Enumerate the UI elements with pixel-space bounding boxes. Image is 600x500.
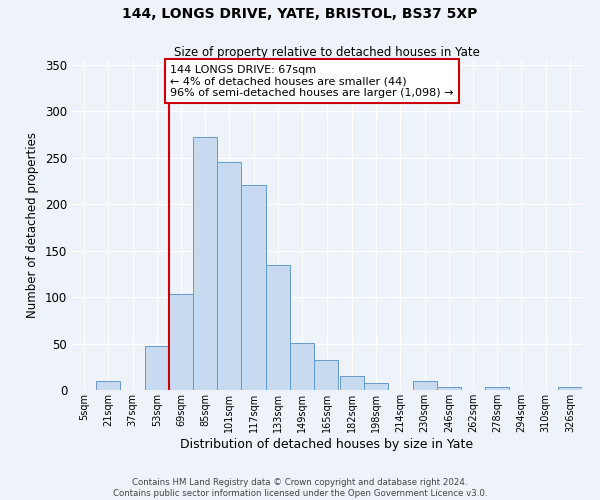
Bar <box>413 380 437 390</box>
Bar <box>169 294 193 390</box>
Text: Contains HM Land Registry data © Crown copyright and database right 2024.
Contai: Contains HM Land Registry data © Crown c… <box>113 478 487 498</box>
Text: 144 LONGS DRIVE: 67sqm
← 4% of detached houses are smaller (44)
96% of semi-deta: 144 LONGS DRIVE: 67sqm ← 4% of detached … <box>170 64 454 98</box>
Bar <box>96 380 121 390</box>
Bar <box>145 346 169 390</box>
Bar <box>437 387 461 390</box>
Bar <box>266 264 290 390</box>
X-axis label: Distribution of detached houses by size in Yate: Distribution of detached houses by size … <box>181 438 473 450</box>
Text: 144, LONGS DRIVE, YATE, BRISTOL, BS37 5XP: 144, LONGS DRIVE, YATE, BRISTOL, BS37 5X… <box>122 8 478 22</box>
Bar <box>314 360 338 390</box>
Bar <box>290 342 314 390</box>
Bar <box>485 387 509 390</box>
Bar <box>340 376 364 390</box>
Bar <box>364 382 388 390</box>
Y-axis label: Number of detached properties: Number of detached properties <box>26 132 40 318</box>
Bar <box>217 162 241 390</box>
Bar <box>193 137 217 390</box>
Bar <box>558 387 582 390</box>
Title: Size of property relative to detached houses in Yate: Size of property relative to detached ho… <box>174 46 480 59</box>
Bar <box>241 186 266 390</box>
